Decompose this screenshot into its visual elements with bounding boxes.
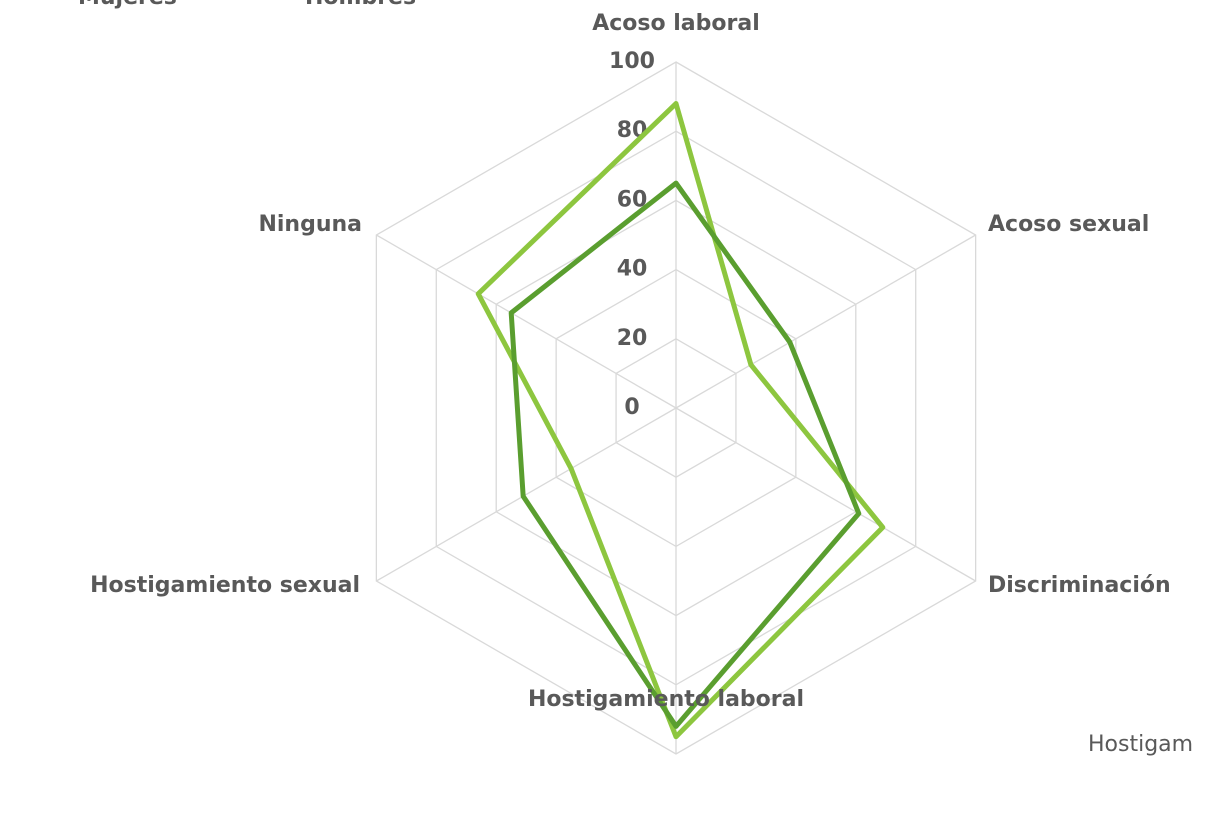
annotation: Hostigam [1088,732,1193,757]
category-label: Acoso laboral [592,11,760,36]
tick-label: 100 [609,49,655,74]
tick-label: 20 [617,326,648,351]
tick-label: 40 [617,257,648,282]
tick-label: 80 [617,118,648,143]
category-label: Ninguna [258,212,362,237]
category-label: Hostigamiento laboral [528,687,804,712]
spoke [675,407,976,582]
spoke [376,234,677,409]
category-label: Acoso sexual [988,212,1149,237]
legend-label: Mujeres [78,0,177,10]
spoke [376,407,677,582]
category-label: Hostigamiento sexual [90,573,360,598]
legend-label: Hombres [305,0,416,10]
spoke [675,234,976,409]
tick-label: 0 [624,395,639,420]
series-line [475,101,886,740]
category-label: Discriminación [988,573,1171,598]
series-line [508,180,862,729]
